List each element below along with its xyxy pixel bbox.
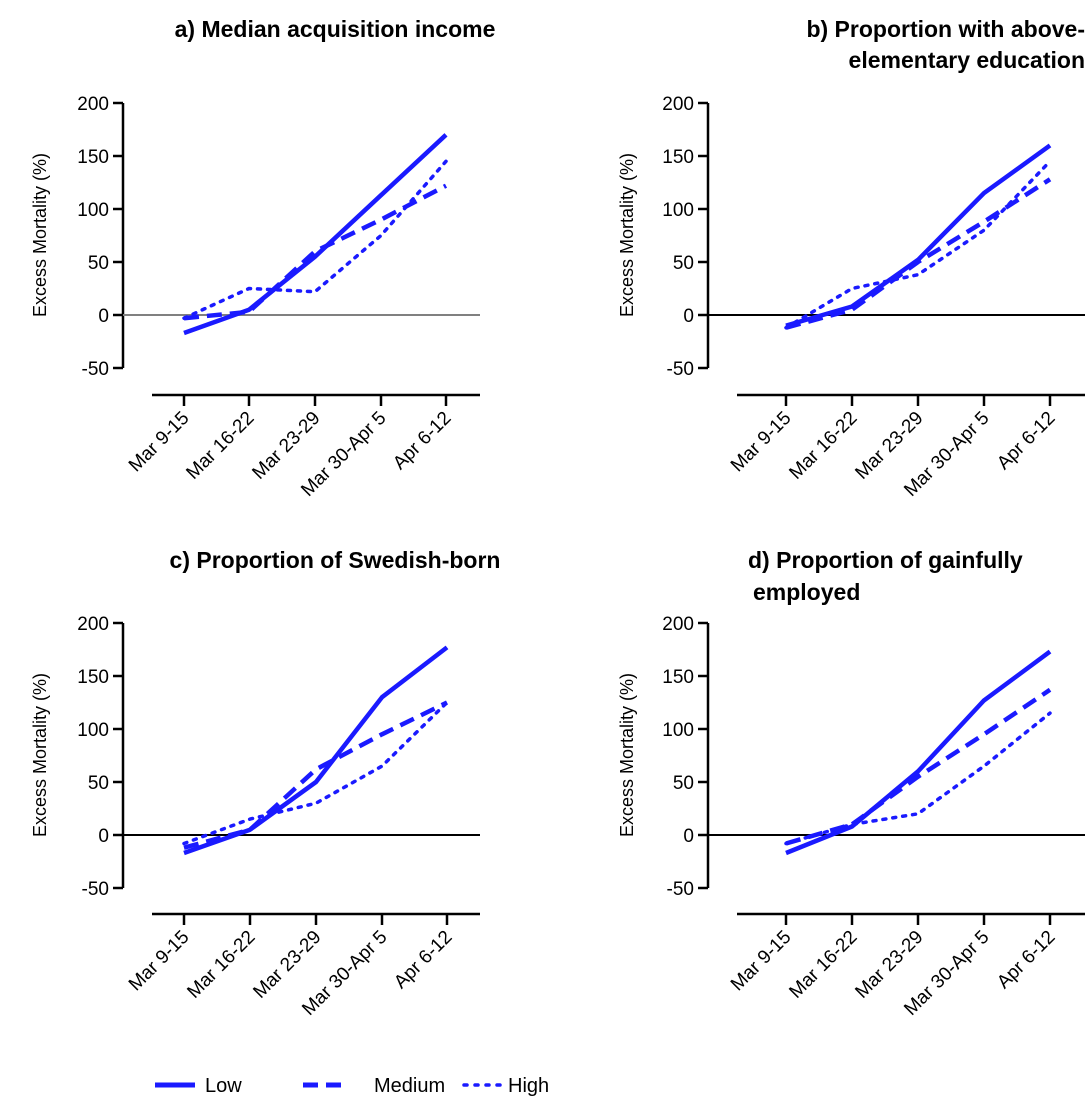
x-tick-label: Mar 16-22	[182, 408, 258, 484]
y-tick-label: -50	[82, 359, 109, 380]
series-line-low	[785, 143, 1052, 328]
series-line-medium	[183, 700, 448, 850]
series-line-low	[183, 645, 449, 856]
x-tick-label: Mar 16-22	[183, 927, 259, 1003]
legend-label-high: High	[508, 1075, 549, 1097]
y-tick-label: 150	[77, 667, 109, 688]
chart-panel-b: b) Proportion with above-elementary educ…	[617, 16, 1085, 501]
y-tick-label: 50	[673, 253, 694, 274]
y-tick-label: 150	[662, 667, 694, 688]
y-tick-label: 0	[98, 306, 109, 327]
y-tick-label: 50	[88, 253, 109, 274]
y-tick-label: 150	[77, 147, 109, 168]
series-line-low	[785, 649, 1052, 856]
x-tick-label: Mar 9-15	[125, 408, 194, 477]
y-tick-label: 0	[683, 826, 694, 847]
y-tick-label: 200	[662, 614, 694, 635]
x-tick-label: Apr 6-12	[993, 927, 1059, 993]
y-tick-label: -50	[667, 879, 694, 900]
x-tick-label: Mar 16-22	[785, 408, 861, 484]
panel-title: b) Proportion with above-	[806, 16, 1085, 42]
x-tick-label: Mar 16-22	[785, 927, 861, 1003]
x-tick-label: Mar 9-15	[125, 927, 194, 996]
chart-panel-c: c) Proportion of Swedish-born -50 0 50 100 15…	[30, 547, 500, 1020]
y-tick-label: 0	[683, 306, 694, 327]
panel-title: c) Proportion of Swedish-born	[170, 547, 501, 573]
chart-panel-d: d) Proportion of gainfully employed -50 0 5…	[617, 547, 1085, 1020]
legend-label-medium: Medium	[374, 1075, 445, 1097]
series-line-low	[183, 133, 448, 336]
panel-title: elementary education	[849, 47, 1085, 73]
x-tick-label: Apr 6-12	[390, 927, 456, 993]
y-tick-label: -50	[82, 879, 109, 900]
y-tick-label: -50	[667, 359, 694, 380]
series-line-high	[784, 159, 1052, 330]
y-tick-label: 200	[77, 614, 109, 635]
series-line-high	[182, 159, 448, 320]
x-tick-label: Mar 9-15	[727, 927, 796, 996]
y-tick-label: 0	[98, 826, 109, 847]
y-axis-label: Excess Mortality (%)	[30, 153, 50, 317]
chart-panel-a: a) Median acquisition income -50 0 50 100 150…	[30, 16, 495, 501]
series-line-medium	[785, 177, 1052, 330]
y-tick-label: 100	[77, 200, 109, 221]
y-axis-label: Excess Mortality (%)	[30, 673, 50, 837]
y-tick-label: 100	[662, 720, 694, 741]
legend-label-low: Low	[205, 1075, 242, 1097]
x-tick-label: Apr 6-12	[389, 408, 455, 474]
y-tick-label: 100	[662, 200, 694, 221]
x-tick-label: Mar 9-15	[727, 408, 796, 477]
y-tick-label: 150	[662, 147, 694, 168]
y-tick-label: 100	[77, 720, 109, 741]
y-axis-label: Excess Mortality (%)	[617, 153, 637, 317]
y-tick-label: 200	[662, 94, 694, 115]
legend: Low Medium High	[155, 1075, 549, 1097]
panel-title: a) Median acquisition income	[175, 16, 496, 42]
series-line-high	[182, 700, 449, 846]
y-tick-label: 50	[673, 773, 694, 794]
x-tick-label: Apr 6-12	[993, 408, 1059, 474]
panels: a) Median acquisition income -50 0 50 100 150…	[30, 16, 1085, 1020]
y-axis-label: Excess Mortality (%)	[617, 673, 637, 837]
panel-title: d) Proportion of gainfully	[748, 547, 1023, 573]
y-tick-label: 200	[77, 94, 109, 115]
series-line-medium	[785, 687, 1052, 846]
y-tick-label: 50	[88, 773, 109, 794]
panel-title: employed	[753, 579, 860, 605]
